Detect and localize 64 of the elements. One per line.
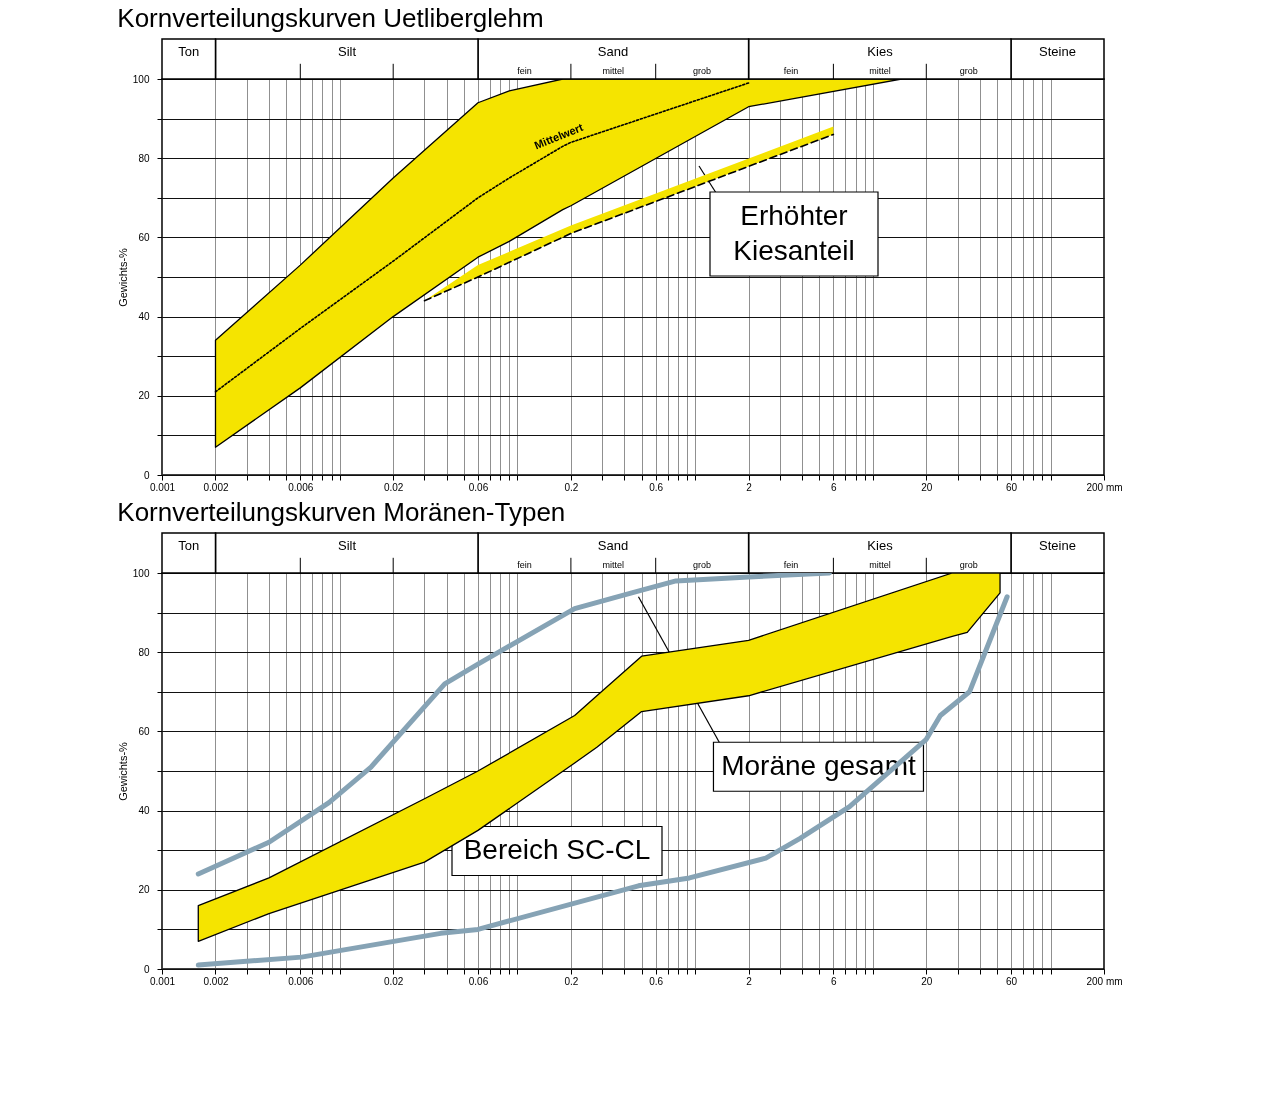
x-tick-label: 200 mm <box>1086 975 1123 987</box>
x-tick-label: 20 <box>921 975 933 987</box>
text: mittel <box>869 66 891 77</box>
y-tick-label: 100 <box>132 567 150 579</box>
text: grob <box>959 560 978 571</box>
x-tick-label: 0.02 <box>383 975 404 987</box>
y-tick-label: 40 <box>138 805 150 817</box>
x-tick-label: 0.001 <box>149 975 176 987</box>
y-axis-title: Gewichts-% <box>116 247 129 307</box>
x-tick-label: 0.6 <box>649 481 664 493</box>
y-tick-label: 0 <box>143 469 150 481</box>
text: fein <box>783 66 799 77</box>
text: Sand <box>597 537 629 553</box>
text: mittel <box>602 66 625 77</box>
text: Silt <box>337 43 357 59</box>
x-tick-label: 0.002 <box>203 481 229 493</box>
text: fein <box>783 560 799 571</box>
x-tick-label: 60 <box>1006 481 1018 493</box>
x-tick-label: 0.2 <box>564 975 579 987</box>
x-tick-label: 0.06 <box>468 975 489 987</box>
x-tick-label: 0.06 <box>468 481 489 493</box>
x-tick-label: 0.6 <box>649 975 664 987</box>
x-tick-label: 2 <box>746 975 753 987</box>
x-tick-label: 0.006 <box>288 481 314 493</box>
text: mittel <box>602 560 625 571</box>
y-tick-label: 60 <box>138 231 150 243</box>
x-tick-label: 0.2 <box>564 481 579 493</box>
text: grob <box>959 66 978 77</box>
y-tick-label: 0 <box>143 963 150 975</box>
annotation: Bereich SC-CL <box>463 834 651 865</box>
y-tick-label: 60 <box>138 725 150 737</box>
chart-title: Kornverteilungskurven Moränen-Typen <box>117 497 566 528</box>
text: grob <box>692 66 712 77</box>
text: grob <box>692 560 712 571</box>
x-tick-label: 0.001 <box>149 481 176 493</box>
text: Sand <box>597 43 629 59</box>
text: Steine <box>1039 43 1076 59</box>
text: Ton <box>178 43 200 59</box>
y-tick-label: 20 <box>138 390 150 402</box>
x-tick-label: 60 <box>1006 975 1018 987</box>
x-tick-label: 0.002 <box>203 975 229 987</box>
y-tick-label: 40 <box>138 311 150 323</box>
y-tick-label: 100 <box>132 73 150 85</box>
text: fein <box>517 66 532 77</box>
x-tick-label: 200 mm <box>1086 481 1123 493</box>
x-tick-label: 2 <box>746 481 753 493</box>
text: Silt <box>337 537 357 553</box>
y-tick-label: 80 <box>138 646 150 658</box>
x-tick-label: 0.02 <box>383 481 404 493</box>
chart-title: Kornverteilungskurven Uetliberglehm <box>117 3 544 34</box>
x-tick-label: 6 <box>831 975 838 987</box>
x-tick-label: 6 <box>831 481 838 493</box>
text: mittel <box>869 560 891 571</box>
text: fein <box>517 560 532 571</box>
text: Kies <box>867 537 894 553</box>
y-tick-label: 80 <box>138 152 150 164</box>
y-tick-label: 20 <box>138 884 150 896</box>
text: Steine <box>1039 537 1076 553</box>
text: Kies <box>867 43 894 59</box>
annotation: Erhöhter Kiesanteil <box>733 199 855 266</box>
x-tick-label: 20 <box>921 481 933 493</box>
text: Ton <box>178 537 200 553</box>
y-axis-title: Gewichts-% <box>116 741 129 801</box>
x-tick-label: 0.006 <box>288 975 314 987</box>
